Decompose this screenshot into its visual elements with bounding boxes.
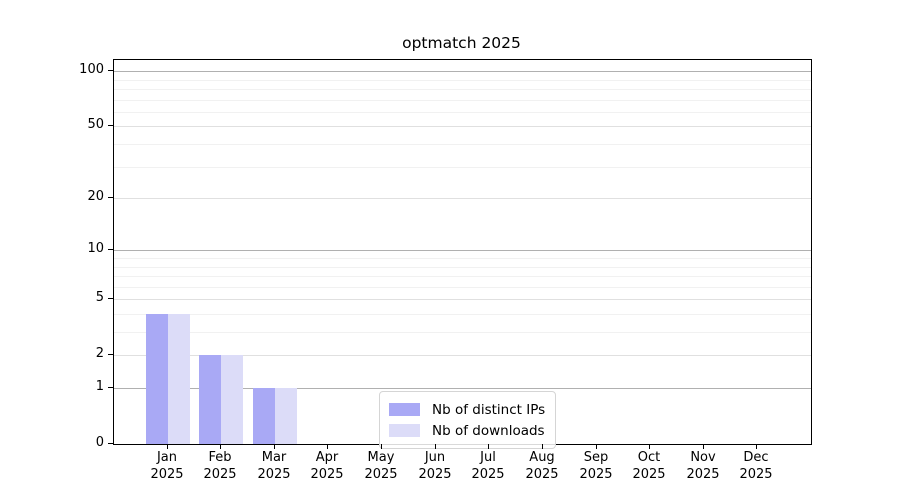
minor-gridline: [114, 167, 811, 168]
y-tick: [108, 298, 113, 299]
major-gridline: [114, 250, 811, 251]
x-tick-label: Jul 2025: [471, 450, 505, 482]
y-tick: [108, 197, 113, 198]
legend-row: Nb of downloads: [389, 420, 545, 441]
x-tick: [327, 444, 328, 449]
minor-gridline: [114, 144, 811, 145]
y-tick-label: 50: [87, 117, 104, 132]
y-tick: [108, 70, 113, 71]
legend-swatch: [389, 424, 420, 437]
x-tick-label: May 2025: [364, 450, 398, 482]
x-tick-label: Jan 2025: [150, 450, 184, 482]
legend-swatch: [389, 403, 420, 416]
minor-gridline: [114, 258, 811, 259]
legend-label: Nb of distinct IPs: [432, 401, 546, 418]
minor-gridline: [114, 276, 811, 277]
x-tick: [167, 444, 168, 449]
x-tick-label: Dec 2025: [739, 450, 773, 482]
x-tick-label: Mar 2025: [257, 450, 291, 482]
bar-nb-of-downloads-jan: [168, 314, 190, 444]
legend: Nb of distinct IPs Nb of downloads: [379, 391, 557, 449]
y-tick-label: 1: [95, 379, 104, 394]
plot-area: Nb of distinct IPs Nb of downloads: [113, 59, 812, 449]
y-tick: [108, 125, 113, 126]
x-tick: [596, 444, 597, 449]
x-tick: [220, 444, 221, 449]
x-tick-label: Feb 2025: [203, 450, 237, 482]
x-tick: [274, 444, 275, 449]
y-tick: [108, 249, 113, 250]
y-tick: [108, 443, 113, 444]
minor-gridline: [114, 112, 811, 113]
chart-title: optmatch 2025: [402, 34, 521, 52]
x-tick: [488, 444, 489, 449]
minor-gridline: [114, 80, 811, 81]
minor-gridline: [114, 100, 811, 101]
x-tick-label: Apr 2025: [310, 450, 344, 482]
bar-nb-of-downloads-feb: [221, 355, 243, 444]
x-tick: [649, 444, 650, 449]
major-gridline: [114, 71, 811, 72]
gridline: [114, 198, 811, 199]
gridline: [114, 126, 811, 127]
x-tick-label: Oct 2025: [632, 450, 666, 482]
x-tick: [542, 444, 543, 449]
legend-label: Nb of downloads: [432, 422, 545, 439]
x-tick-label: Nov 2025: [686, 450, 720, 482]
gridline: [114, 355, 811, 356]
bar-nb-of-distinct-ips-mar: [253, 388, 275, 444]
minor-gridline: [114, 89, 811, 90]
y-tick: [108, 387, 113, 388]
gridline: [114, 299, 811, 300]
y-tick-label: 5: [95, 290, 104, 305]
y-tick-label: 10: [87, 241, 104, 256]
y-tick-label: 2: [95, 346, 104, 361]
x-tick-label: Sep 2025: [579, 450, 613, 482]
x-tick: [703, 444, 704, 449]
x-tick-label: Aug 2025: [525, 450, 559, 482]
x-tick: [756, 444, 757, 449]
bar-nb-of-distinct-ips-feb: [199, 355, 221, 444]
minor-gridline: [114, 287, 811, 288]
bar-nb-of-distinct-ips-jan: [146, 314, 168, 444]
x-tick-label: Jun 2025: [418, 450, 452, 482]
legend-row: Nb of distinct IPs: [389, 399, 545, 420]
y-tick-label: 100: [79, 62, 104, 77]
minor-gridline: [114, 332, 811, 333]
major-gridline: [114, 388, 811, 389]
y-tick: [108, 354, 113, 355]
minor-gridline: [114, 267, 811, 268]
y-tick-label: 0: [95, 435, 104, 450]
x-tick: [381, 444, 382, 449]
minor-gridline: [114, 314, 811, 315]
x-tick: [435, 444, 436, 449]
bar-nb-of-downloads-mar: [275, 388, 297, 444]
y-tick-label: 20: [87, 189, 104, 204]
